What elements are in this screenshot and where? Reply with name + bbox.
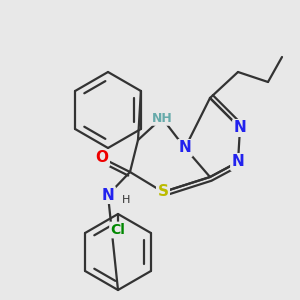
Text: N: N bbox=[232, 154, 244, 169]
Text: O: O bbox=[95, 151, 109, 166]
Text: N: N bbox=[178, 140, 191, 155]
Text: S: S bbox=[158, 184, 169, 200]
Text: NH: NH bbox=[152, 112, 172, 124]
Text: H: H bbox=[122, 195, 130, 205]
Text: Cl: Cl bbox=[111, 223, 125, 237]
Text: N: N bbox=[234, 121, 246, 136]
Text: N: N bbox=[102, 188, 114, 202]
